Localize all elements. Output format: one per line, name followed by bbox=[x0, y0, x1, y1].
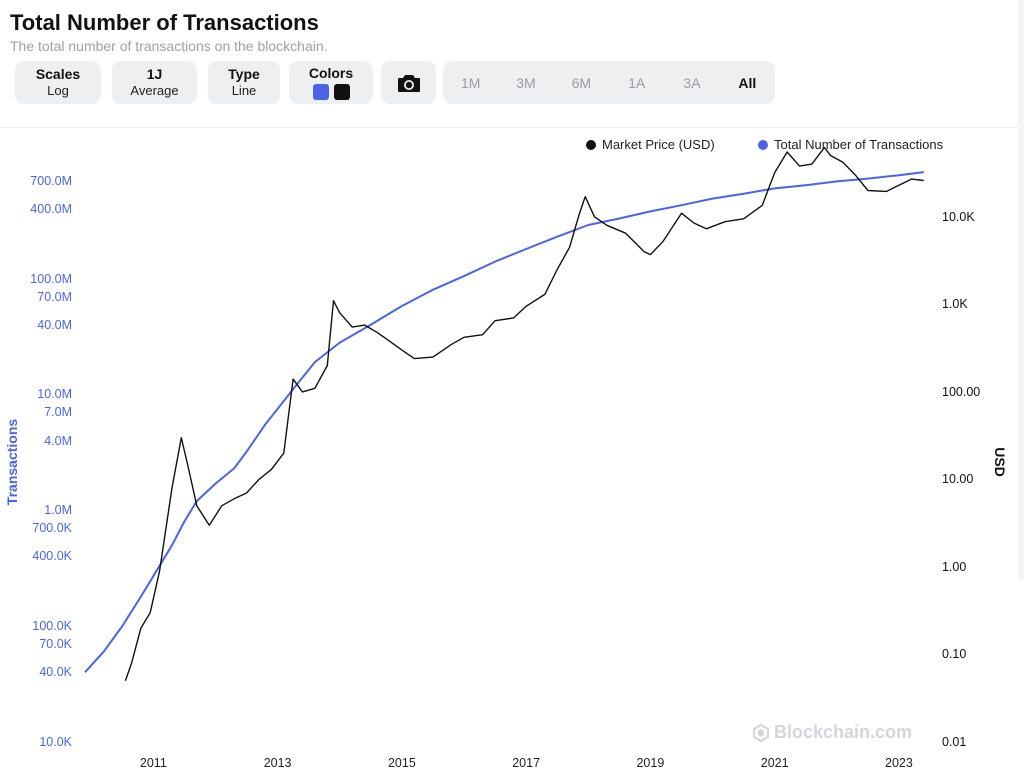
period-button[interactable]: 1J Average bbox=[112, 61, 197, 104]
y-left-tick: 700.0K bbox=[32, 521, 72, 536]
range-1a[interactable]: 1A bbox=[628, 74, 646, 91]
y-left-tick: 70.0K bbox=[39, 637, 72, 652]
scales-value: Log bbox=[47, 83, 69, 98]
y-right-tick: 10.00 bbox=[942, 472, 974, 487]
legend-transactions[interactable]: Total Number of Transactions bbox=[758, 137, 943, 152]
screenshot-button[interactable] bbox=[381, 61, 436, 104]
chart-title: Total Number of Transactions bbox=[10, 10, 319, 35]
y-left-tick: 1.0M bbox=[44, 503, 72, 518]
watermark-text: Blockchain.com bbox=[774, 722, 913, 742]
legend-market-price[interactable]: Market Price (USD) bbox=[586, 137, 715, 152]
x-tick: 2011 bbox=[139, 756, 167, 770]
y-left-tick: 400.0M bbox=[30, 201, 72, 216]
y-left-tick: 7.0M bbox=[44, 405, 72, 420]
x-tick: 2017 bbox=[512, 756, 541, 770]
y-left-tick: 40.0M bbox=[37, 317, 72, 332]
range-1m[interactable]: 1M bbox=[460, 74, 481, 91]
x-tick: 2013 bbox=[263, 756, 292, 770]
colors-button[interactable]: Colors bbox=[289, 61, 373, 104]
y-left-tick: 100.0K bbox=[32, 619, 72, 634]
y-left-tick: 700.0M bbox=[30, 173, 72, 188]
y-right-tick: 10.0K bbox=[942, 209, 975, 224]
range-all[interactable]: All bbox=[738, 74, 757, 91]
y-left-tick: 40.0K bbox=[39, 665, 72, 680]
type-button[interactable]: Type Line bbox=[208, 61, 280, 104]
y-left-tick: 10.0K bbox=[39, 735, 72, 749]
range-6m[interactable]: 6M bbox=[571, 74, 592, 91]
range-3m[interactable]: 3M bbox=[516, 74, 536, 91]
camera-icon bbox=[397, 74, 420, 92]
transactions-series-line bbox=[84, 171, 924, 673]
x-tick: 2015 bbox=[387, 756, 416, 770]
market-price-legend-dot bbox=[586, 139, 596, 150]
scales-button[interactable]: Scales Log bbox=[15, 61, 101, 104]
page-scrollbar[interactable] bbox=[1018, 0, 1024, 580]
y-right-tick: 0.10 bbox=[942, 647, 967, 662]
market-price-series-line bbox=[124, 146, 924, 682]
price-color-swatch[interactable] bbox=[333, 84, 350, 100]
y-left-tick: 70.0M bbox=[37, 289, 72, 304]
x-tick: 2021 bbox=[760, 756, 789, 770]
x-tick: 2023 bbox=[885, 756, 913, 770]
y-right-tick: 100.00 bbox=[942, 384, 981, 399]
blockchain-logo-icon bbox=[753, 723, 769, 742]
y-right-tick: 1.0K bbox=[942, 297, 968, 312]
colors-label: Colors bbox=[308, 65, 354, 81]
type-label: Type bbox=[228, 66, 260, 82]
scales-label: Scales bbox=[35, 66, 81, 82]
transactions-color-swatch[interactable] bbox=[312, 84, 329, 100]
transactions-legend-dot bbox=[758, 139, 768, 150]
watermark: Blockchain.com bbox=[752, 722, 912, 743]
legend-market-price-label: Market Price (USD) bbox=[602, 137, 715, 152]
y-left-tick: 100.0M bbox=[30, 271, 72, 286]
y-left-tick: 4.0M bbox=[44, 433, 72, 448]
time-range-selector: 1M 3M 6M 1A 3A All bbox=[443, 61, 775, 104]
y-left-tick: 10.0M bbox=[37, 387, 72, 402]
legend-transactions-label: Total Number of Transactions bbox=[774, 137, 944, 152]
y-left-tick: 400.0K bbox=[32, 549, 72, 564]
y-right-tick: 0.01 bbox=[942, 735, 967, 749]
y-right-tick: 1.00 bbox=[942, 559, 967, 574]
chart-subtitle: The total number of transactions on the … bbox=[10, 38, 328, 54]
header-divider bbox=[0, 127, 1024, 128]
x-tick: 2019 bbox=[636, 756, 665, 770]
range-3a[interactable]: 3A bbox=[683, 74, 701, 91]
period-label: 1J bbox=[146, 66, 163, 82]
period-value: Average bbox=[130, 83, 179, 98]
type-value: Line bbox=[231, 83, 257, 98]
